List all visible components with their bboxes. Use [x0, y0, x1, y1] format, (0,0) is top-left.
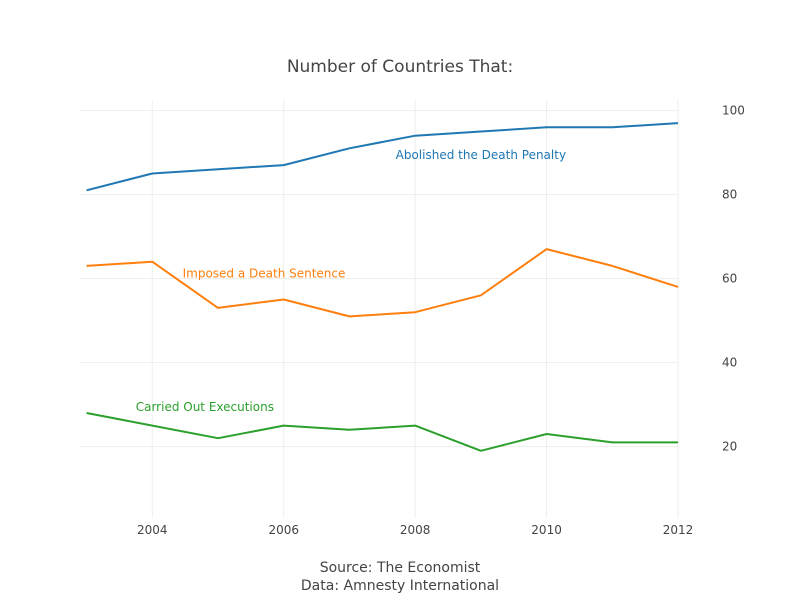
chart-title: Number of Countries That: [287, 57, 513, 77]
series-label-imposed-a-death-sentence: Imposed a Death Sentence [183, 267, 346, 281]
y-tick-label-40: 40 [722, 356, 737, 370]
y-tick-label-60: 60 [722, 272, 737, 286]
series-label-carried-out-executions: Carried Out Executions [136, 400, 274, 414]
data-caption: Data: Amnesty International [301, 578, 499, 594]
x-axis-ticks: 2004 2006 2008 2010 2012 [137, 523, 693, 537]
x-gridlines [151, 100, 679, 518]
y-tick-label-80: 80 [722, 188, 737, 202]
x-tick-label-2010: 2010 [531, 523, 562, 537]
x-tick-label-2008: 2008 [400, 523, 431, 537]
series-label-abolished-the-death-penalty: Abolished the Death Penalty [396, 148, 566, 162]
series-line-imposed-a-death-sentence [86, 248, 679, 318]
y-tick-label-20: 20 [722, 440, 737, 454]
x-tick-label-2006: 2006 [268, 523, 299, 537]
series-annotations: Abolished the Death Penalty Imposed a Dea… [136, 148, 566, 414]
y-axis-ticks: 20 40 60 80 100 [722, 104, 745, 454]
series-line-abolished-the-death-penalty [86, 122, 679, 192]
y-gridlines [80, 110, 678, 448]
series-line-carried-out-executions [86, 412, 678, 452]
y-tick-label-100: 100 [722, 104, 745, 118]
series-lines [86, 122, 679, 452]
source-caption: Source: The Economist [320, 560, 481, 576]
x-tick-label-2004: 2004 [137, 523, 168, 537]
x-tick-label-2012: 2012 [663, 523, 694, 537]
